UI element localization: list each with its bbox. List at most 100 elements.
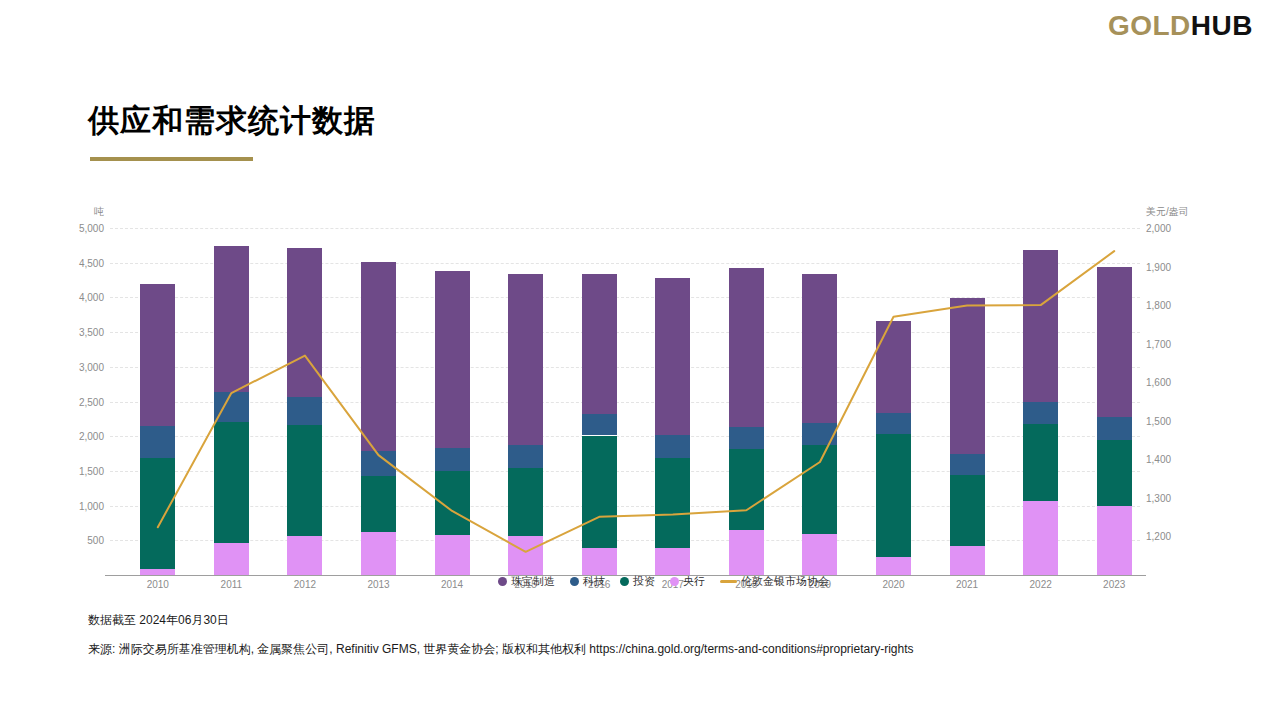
left-axis-tick-label: 2,000 [58,431,104,442]
bar-segment-珠宝制造[interactable] [950,298,985,454]
bar-segment-科技[interactable] [802,423,837,445]
bar-segment-央行[interactable] [655,548,690,575]
x-axis-label-2021: 2021 [937,579,997,590]
legend: 珠宝制造 科技投资 央行 伦敦金银市场协会 [498,574,829,589]
gridline [110,436,1140,437]
right-axis-tick-label: 1,600 [1146,377,1206,388]
right-axis-tick-label: 1,900 [1146,262,1206,273]
bar-segment-珠宝制造[interactable] [435,271,470,448]
bar-segment-央行[interactable] [140,569,175,575]
x-axis-label-2011: 2011 [201,579,261,590]
x-axis-label-2014: 2014 [422,579,482,590]
bar-segment-投资[interactable] [876,434,911,557]
bar-segment-科技[interactable] [287,397,322,425]
legend-dot-swatch [498,577,507,586]
bar-segment-央行[interactable] [876,557,911,575]
bar-segment-央行[interactable] [950,546,985,575]
bar-segment-科技[interactable] [435,448,470,471]
bar-segment-科技[interactable] [140,426,175,458]
left-axis-tick-label: 1,000 [58,501,104,512]
legend-label: 央行 [683,574,705,589]
bar-segment-投资[interactable] [729,449,764,530]
bar-segment-科技[interactable] [1023,402,1058,424]
bar-segment-投资[interactable] [508,468,543,535]
bar-segment-珠宝制造[interactable] [140,284,175,426]
bar-segment-投资[interactable] [1023,424,1058,501]
bar-segment-央行[interactable] [287,536,322,575]
bar-segment-科技[interactable] [950,454,985,476]
x-axis-label-2010: 2010 [128,579,188,590]
bar-segment-投资[interactable] [140,458,175,570]
right-axis-tick-label: 1,200 [1146,531,1206,542]
legend-item-投资[interactable]: 投资 [620,574,655,589]
supply-demand-chart: 5001,0001,5002,0002,5003,0003,5004,0004,… [0,0,1267,713]
bar-segment-央行[interactable] [1023,501,1058,575]
left-axis-tick-label: 4,000 [58,292,104,303]
bar-segment-央行[interactable] [435,535,470,575]
bar-segment-珠宝制造[interactable] [1097,267,1132,418]
legend-label: 科技 [583,574,605,589]
bar-segment-投资[interactable] [214,422,249,543]
gridline [110,263,1140,264]
bar-segment-科技[interactable] [214,392,249,422]
bar-segment-科技[interactable] [508,445,543,468]
bar-segment-珠宝制造[interactable] [287,248,322,397]
legend-dot-swatch [620,577,629,586]
bar-segment-珠宝制造[interactable] [729,268,764,427]
gridline [110,471,1140,472]
bar-segment-珠宝制造[interactable] [1023,250,1058,402]
gridline [110,297,1140,298]
right-axis-tick-label: 1,500 [1146,416,1206,427]
bar-segment-央行[interactable] [582,548,617,575]
bar-segment-珠宝制造[interactable] [361,262,396,452]
bar-segment-科技[interactable] [655,435,690,458]
x-axis-label-2023: 2023 [1084,579,1144,590]
legend-label: 伦敦金银市场协会 [741,574,829,589]
left-axis-tick-label: 5,000 [58,223,104,234]
data-as-of-note: 数据截至 2024年06月30日 [88,612,229,629]
slide: GOLDHUB 供应和需求统计数据 5001,0001,5002,0002,50… [0,0,1267,713]
bar-segment-珠宝制造[interactable] [214,246,249,392]
gridline [110,506,1140,507]
bar-segment-科技[interactable] [582,414,617,436]
bar-segment-央行[interactable] [361,532,396,575]
legend-item-科技[interactable]: 科技 [570,574,605,589]
bar-segment-投资[interactable] [582,436,617,548]
bar-segment-央行[interactable] [214,543,249,575]
bar-segment-投资[interactable] [655,458,690,548]
bar-segment-科技[interactable] [1097,417,1132,439]
bar-segment-珠宝制造[interactable] [582,274,617,414]
bar-segment-投资[interactable] [950,475,985,546]
bar-segment-珠宝制造[interactable] [876,321,911,413]
bar-segment-投资[interactable] [435,471,470,536]
gridline [110,228,1140,229]
right-axis-tick-label: 2,000 [1146,223,1206,234]
bar-segment-投资[interactable] [1097,440,1132,506]
left-axis-tick-label: 2,500 [58,397,104,408]
legend-item-央行[interactable]: 央行 [670,574,705,589]
right-axis-title: 美元/盎司 [1146,205,1189,219]
bar-segment-珠宝制造[interactable] [655,278,690,435]
gridline [110,332,1140,333]
gridline [110,402,1140,403]
bar-segment-科技[interactable] [876,413,911,435]
bar-segment-央行[interactable] [1097,506,1132,575]
bar-segment-投资[interactable] [802,445,837,534]
gridline [110,540,1140,541]
legend-item-珠宝制造[interactable]: 珠宝制造 [498,574,555,589]
bar-segment-央行[interactable] [802,534,837,575]
gridline [110,367,1140,368]
right-axis-tick-label: 1,300 [1146,493,1206,504]
right-axis-tick-label: 1,700 [1146,339,1206,350]
bar-segment-投资[interactable] [361,476,396,531]
source-note: 来源: 洲际交易所基准管理机构, 金属聚焦公司, Refinitiv GFMS,… [88,641,914,658]
right-axis-tick-label: 1,800 [1146,300,1206,311]
bar-segment-科技[interactable] [361,451,396,476]
bar-segment-科技[interactable] [729,427,764,449]
bar-segment-投资[interactable] [287,425,322,536]
bar-segment-珠宝制造[interactable] [508,274,543,445]
bar-segment-珠宝制造[interactable] [802,274,837,423]
bar-segment-央行[interactable] [508,536,543,575]
bar-segment-央行[interactable] [729,530,764,575]
legend-item-伦敦金银市场协会[interactable]: 伦敦金银市场协会 [720,574,829,589]
